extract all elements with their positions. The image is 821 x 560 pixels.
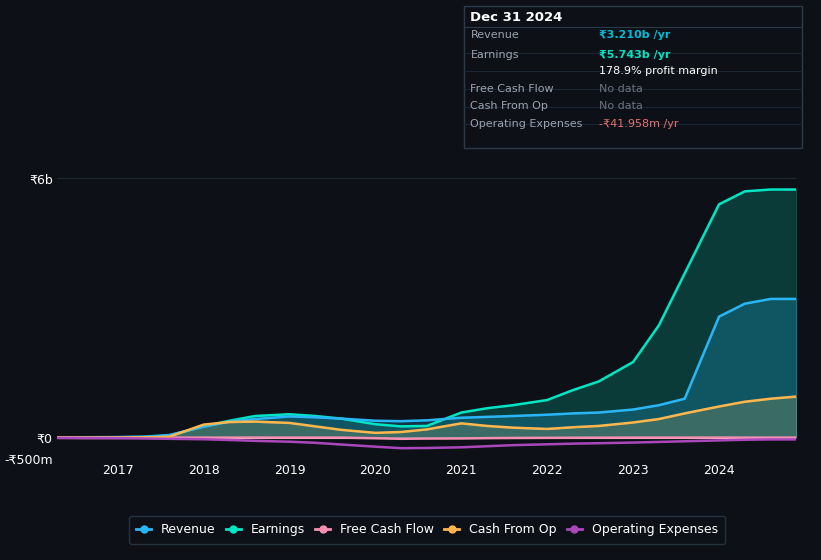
Text: 178.9% profit margin: 178.9% profit margin [599, 66, 718, 76]
Text: ₹5.743b /yr: ₹5.743b /yr [599, 50, 671, 60]
Text: Cash From Op: Cash From Op [470, 101, 548, 111]
Text: Earnings: Earnings [470, 50, 519, 60]
Text: ₹3.210b /yr: ₹3.210b /yr [599, 30, 671, 40]
Text: Dec 31 2024: Dec 31 2024 [470, 11, 563, 24]
Text: No data: No data [599, 101, 643, 111]
Text: Revenue: Revenue [470, 30, 519, 40]
Text: -₹41.958m /yr: -₹41.958m /yr [599, 119, 679, 129]
Text: Free Cash Flow: Free Cash Flow [470, 83, 554, 94]
Text: No data: No data [599, 83, 643, 94]
Legend: Revenue, Earnings, Free Cash Flow, Cash From Op, Operating Expenses: Revenue, Earnings, Free Cash Flow, Cash … [129, 516, 725, 544]
Text: Operating Expenses: Operating Expenses [470, 119, 583, 129]
